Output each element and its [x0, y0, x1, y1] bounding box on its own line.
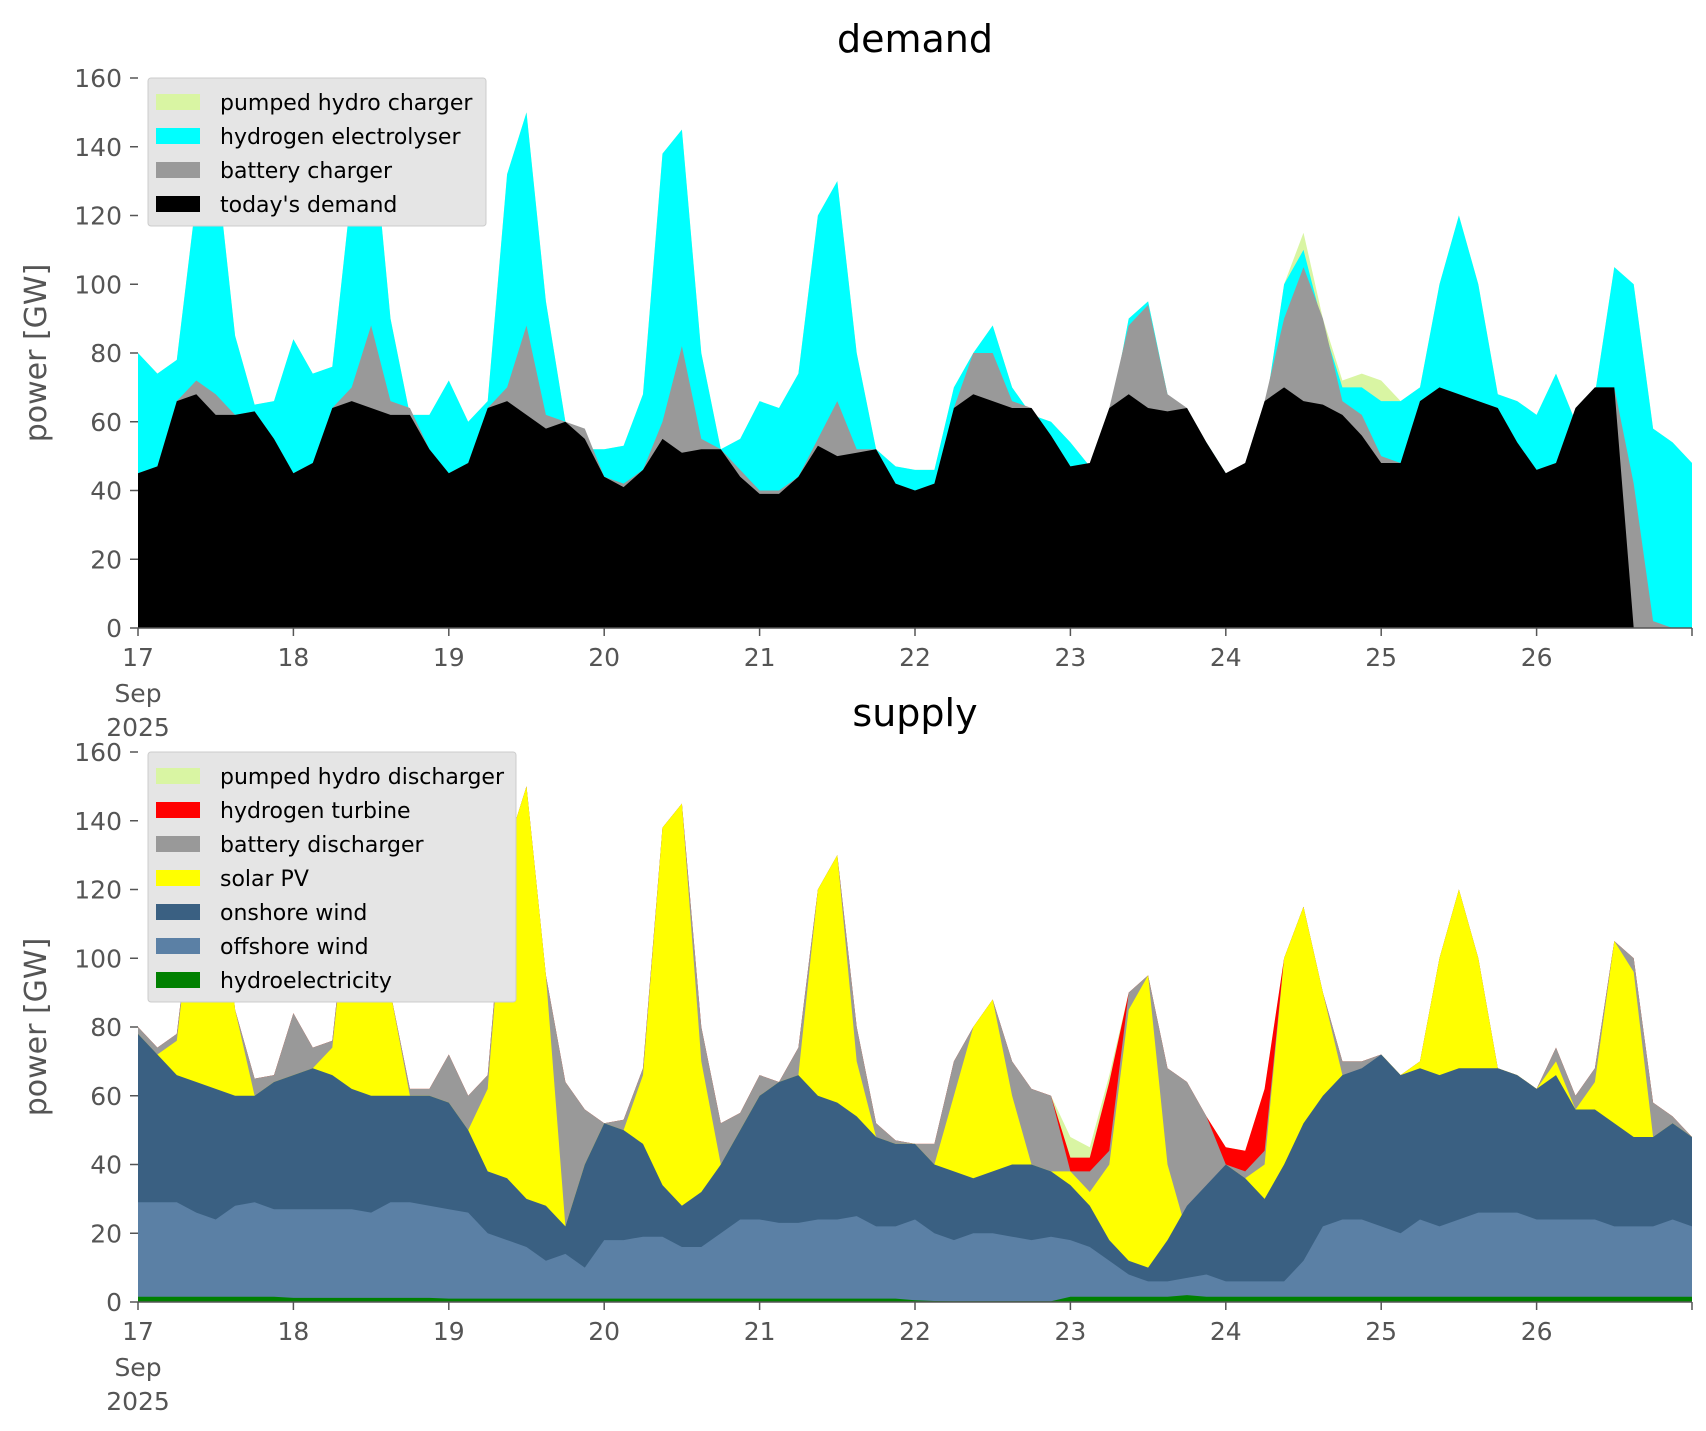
legend-swatch: [156, 196, 200, 212]
legend-entry: hydrogen electrolyser: [220, 125, 461, 150]
legend-entry: pumped hydro discharger: [220, 765, 505, 790]
legend-entry: hydroelectricity: [220, 969, 392, 994]
y-tick-label: 40: [90, 1151, 122, 1180]
legend-swatch: [156, 802, 200, 818]
legend-swatch: [156, 768, 200, 784]
legend-swatch: [156, 938, 200, 954]
supply-panel: supply power [GW] 0 20 40 60 80 100 120 140 160 17 1…: [19, 691, 1693, 1416]
legend: [147, 77, 487, 227]
y-axis-label: power [GW]: [19, 264, 54, 443]
y-tick-label: 160: [74, 738, 122, 767]
y-tick-label: 100: [74, 270, 122, 299]
y-tick-label: 140: [74, 807, 122, 836]
x-tick-label: 19: [433, 643, 465, 672]
x-tick-label: 18: [277, 1317, 309, 1346]
y-tick-label: 60: [90, 408, 122, 437]
y-tick-label: 40: [90, 477, 122, 506]
y-tick-label: 0: [106, 1288, 122, 1317]
legend-swatch: [156, 94, 200, 110]
x-tick-label: 17: [122, 1317, 154, 1346]
area-onshore-wind: [138, 1033, 1692, 1302]
y-tick-label: 0: [106, 614, 122, 643]
x-tick-label: 21: [744, 1317, 776, 1346]
legend-entry: battery charger: [220, 159, 393, 184]
x-tick-label: 25: [1365, 1317, 1397, 1346]
y-tick-label: 20: [90, 1219, 122, 1248]
x-tick-month-label: Sep: [114, 679, 161, 708]
x-tick-label: 23: [1054, 643, 1086, 672]
y-tick-label: 120: [74, 202, 122, 231]
area-hydroelectricity: [138, 1295, 1692, 1302]
legend-swatch: [156, 128, 200, 144]
x-tick-label: 20: [588, 1317, 620, 1346]
y-tick-label: 80: [90, 339, 122, 368]
x-tick-label: 26: [1521, 643, 1553, 672]
x-tick-label: 18: [277, 643, 309, 672]
y-tick-label: 120: [74, 876, 122, 905]
demand-panel: demand power [GW] 0 20 40 60 80 100 120 140 160 17 1…: [19, 17, 1693, 742]
x-tick-label: 24: [1210, 643, 1242, 672]
legend-entry: battery discharger: [220, 833, 425, 858]
area-offshore-wind: [138, 1202, 1692, 1302]
area-today-s-demand: [138, 387, 1692, 628]
y-tick-label: 100: [74, 944, 122, 973]
x-tick-label: 17: [122, 643, 154, 672]
x-tick-year-label: 2025: [106, 1387, 170, 1416]
legend-swatch: [156, 836, 200, 852]
y-tick-label: 140: [74, 133, 122, 162]
chart-title: supply: [852, 691, 977, 735]
y-axis-label: power [GW]: [19, 938, 54, 1117]
legend-swatch: [156, 904, 200, 920]
legend-entry: pumped hydro charger: [220, 91, 473, 116]
y-tick-label: 160: [74, 64, 122, 93]
legend-entry: solar PV: [220, 867, 309, 892]
y-tick-label: 80: [90, 1013, 122, 1042]
legend-entry: today's demand: [220, 193, 397, 218]
chart-title: demand: [837, 17, 993, 61]
x-tick-label: 22: [899, 1317, 931, 1346]
x-tick-label: 24: [1210, 1317, 1242, 1346]
x-tick-label: 26: [1521, 1317, 1553, 1346]
x-tick-year-label: 2025: [106, 713, 170, 742]
legend: [147, 751, 517, 1003]
y-tick-label: 60: [90, 1082, 122, 1111]
x-tick-label: 19: [433, 1317, 465, 1346]
legend-swatch: [156, 972, 200, 988]
x-tick-month-label: Sep: [114, 1353, 161, 1382]
legend-entry: hydrogen turbine: [220, 799, 411, 824]
y-tick-label: 20: [90, 545, 122, 574]
legend-swatch: [156, 870, 200, 886]
legend-entry: onshore wind: [220, 901, 367, 926]
x-tick-label: 22: [899, 643, 931, 672]
x-tick-label: 23: [1054, 1317, 1086, 1346]
x-tick-label: 25: [1365, 643, 1397, 672]
legend-swatch: [156, 162, 200, 178]
legend-entry: offshore wind: [220, 935, 369, 960]
x-tick-label: 20: [588, 643, 620, 672]
x-tick-label: 21: [744, 643, 776, 672]
